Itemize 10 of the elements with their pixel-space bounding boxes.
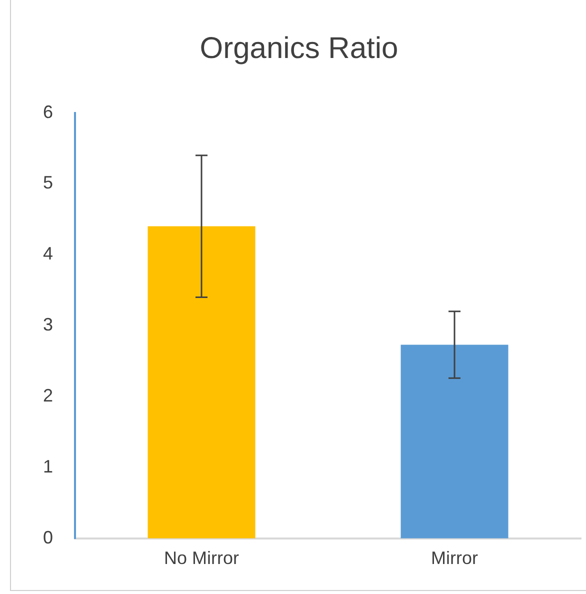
y-tick-label: 4 [42,244,54,264]
x-tick-label: No Mirror [164,548,240,568]
chart-title: Organics Ratio [198,32,400,66]
y-tick-label: 1 [42,456,54,476]
y-tick-label: 2 [42,386,54,406]
x-tick-label: Mirror [431,548,478,568]
y-tick-label: 6 [42,102,54,122]
y-tick-label: 3 [42,314,54,335]
y-tick-label: 0 [42,527,54,548]
y-tick-label: 5 [42,172,54,193]
